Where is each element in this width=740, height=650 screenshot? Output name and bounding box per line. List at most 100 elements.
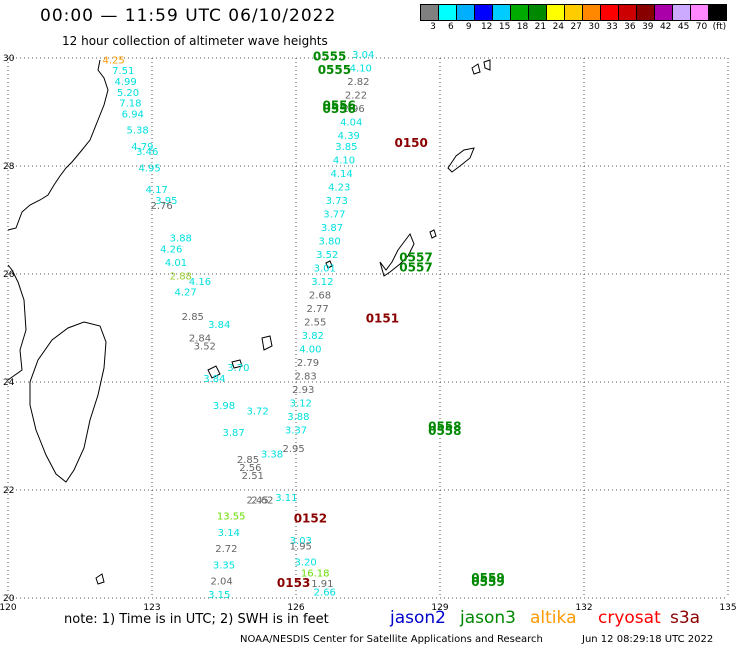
swh-value: 4.00	[299, 344, 321, 355]
legend-item-altika: altika	[530, 608, 577, 628]
swh-value: 3.37	[285, 425, 307, 436]
swh-value: 4.39	[338, 131, 360, 142]
time-label: 0557	[399, 260, 432, 274]
time-label: 0151	[366, 312, 399, 326]
color-scale: 3 6 9 12 15 18 21 24 27 30 33 36 39 42 45 70 (ft)	[420, 4, 727, 32]
swh-value: 2.82	[347, 77, 369, 88]
swh-value: 4.27	[174, 288, 196, 299]
time-label: 0150	[394, 136, 427, 150]
swh-value: 2.04	[210, 577, 232, 588]
swh-value: 1.95	[290, 541, 312, 552]
swh-value: 2.56	[239, 463, 261, 474]
scale-label: 24	[552, 22, 565, 32]
swh-value: 4.23	[328, 182, 350, 193]
swh-value: 4.16	[189, 277, 211, 288]
swh-value: 1.91	[311, 579, 333, 590]
tick-labels: 120 123 126 129 132 135 30 28 26 24 22 20	[0, 54, 737, 613]
time-label: 0559	[471, 571, 504, 585]
swh-value: 3.87	[321, 223, 343, 234]
legend-item-jason3: jason3	[460, 608, 516, 628]
scale-label: (ft)	[712, 22, 727, 32]
swh-value: 4.04	[340, 118, 362, 129]
swh-value: 3.82	[302, 331, 324, 342]
time-label: 0558	[428, 424, 461, 438]
swh-value: 3.12	[311, 277, 333, 288]
scale-label: 30	[588, 22, 600, 32]
swh-value: 3.52	[316, 250, 338, 261]
swh-value: 3.84	[208, 320, 230, 331]
scale-label: 12	[480, 22, 493, 32]
note-text: note: 1) Time is in UTC; 2) SWH is in fe…	[64, 612, 329, 627]
page-subtitle: 12 hour collection of altimeter wave hei…	[62, 34, 328, 48]
swh-value: 3.70	[227, 363, 249, 374]
lat-tick-label: 24	[3, 378, 15, 388]
scale-label: 70	[695, 22, 708, 32]
scale-label: 39	[642, 22, 654, 32]
coastline	[95, 573, 105, 585]
swh-value: 4.14	[330, 169, 352, 180]
lat-tick-label: 30	[3, 54, 15, 64]
swh-value: 13.55	[217, 512, 246, 523]
swh-value: 2.96	[342, 104, 364, 115]
swh-value: 2.68	[309, 290, 331, 301]
lon-tick-label: 132	[575, 603, 592, 613]
swh-value: 3.12	[290, 398, 312, 409]
swh-value: 7.18	[119, 99, 141, 110]
scale-label: 27	[570, 22, 582, 32]
lon-tick-label: 129	[431, 603, 448, 613]
scale-swatch	[708, 4, 727, 21]
coastline	[29, 321, 107, 483]
swh-value: 3.95	[155, 196, 177, 207]
time-label: 0557	[399, 251, 432, 265]
time-label: 0556	[322, 98, 355, 112]
scale-swatches	[420, 4, 727, 21]
swh-value: 2.79	[297, 358, 319, 369]
lon-tick-label: 126	[287, 603, 304, 613]
track-labels: 3.463.953.884.163.843.703.723.383.113.03…	[102, 50, 504, 601]
map-grid	[7, 57, 729, 599]
swh-value: 2.76	[150, 201, 172, 212]
time-label: 0152	[294, 511, 327, 525]
lat-tick-label: 26	[3, 270, 15, 280]
swh-value: 5.38	[126, 126, 148, 137]
swh-value: 3.11	[275, 493, 297, 504]
swh-value: 16.18	[301, 568, 330, 579]
swh-value: 2.66	[314, 587, 336, 598]
swh-value: 4.95	[138, 163, 160, 174]
scale-labels: 3 6 9 12 15 18 21 24 27 30 33 36 39 42 45 70 (ft)	[420, 22, 740, 36]
swh-value: 2.22	[345, 91, 367, 102]
swh-value: 2.85	[237, 455, 259, 466]
scale-label: 42	[659, 22, 672, 32]
swh-value: 4.10	[350, 64, 372, 75]
swh-value: 2.77	[306, 304, 328, 315]
swh-value: 3.88	[287, 412, 309, 423]
swh-value: 2.55	[304, 317, 326, 328]
legend-item-cryosat: cryosat	[598, 608, 661, 628]
swh-value: 2.85	[182, 312, 204, 323]
swh-value: 3.15	[208, 590, 230, 601]
credit-text: NOAA/NESDIS Center for Satellite Applica…	[240, 634, 543, 645]
scale-label: 18	[516, 22, 529, 32]
lon-tick-label: 123	[143, 603, 160, 613]
scale-label: 15	[498, 22, 511, 32]
swh-value: 3.35	[213, 560, 235, 571]
coastline	[483, 59, 491, 71]
swh-value: 3.03	[290, 536, 312, 547]
scale-label: 9	[465, 22, 472, 32]
swh-value: 3.46	[136, 147, 158, 158]
swh-value: 3.72	[246, 406, 268, 417]
page-title: 00:00 — 11:59 UTC 06/10/2022	[40, 6, 337, 26]
time-label: 0153	[277, 576, 310, 590]
swh-value: 4.26	[160, 244, 182, 255]
swh-value: 2.51	[242, 471, 264, 482]
time-label: 0558	[428, 420, 461, 434]
lat-tick-label: 20	[3, 594, 15, 604]
coastline	[325, 260, 333, 269]
scale-label: 21	[534, 22, 547, 32]
scale-label: 6	[448, 22, 454, 32]
swh-value: 3.20	[294, 558, 316, 569]
swh-value: 3.52	[194, 342, 216, 353]
swh-value: 3.84	[203, 374, 225, 385]
swh-value: 2.95	[282, 444, 304, 455]
